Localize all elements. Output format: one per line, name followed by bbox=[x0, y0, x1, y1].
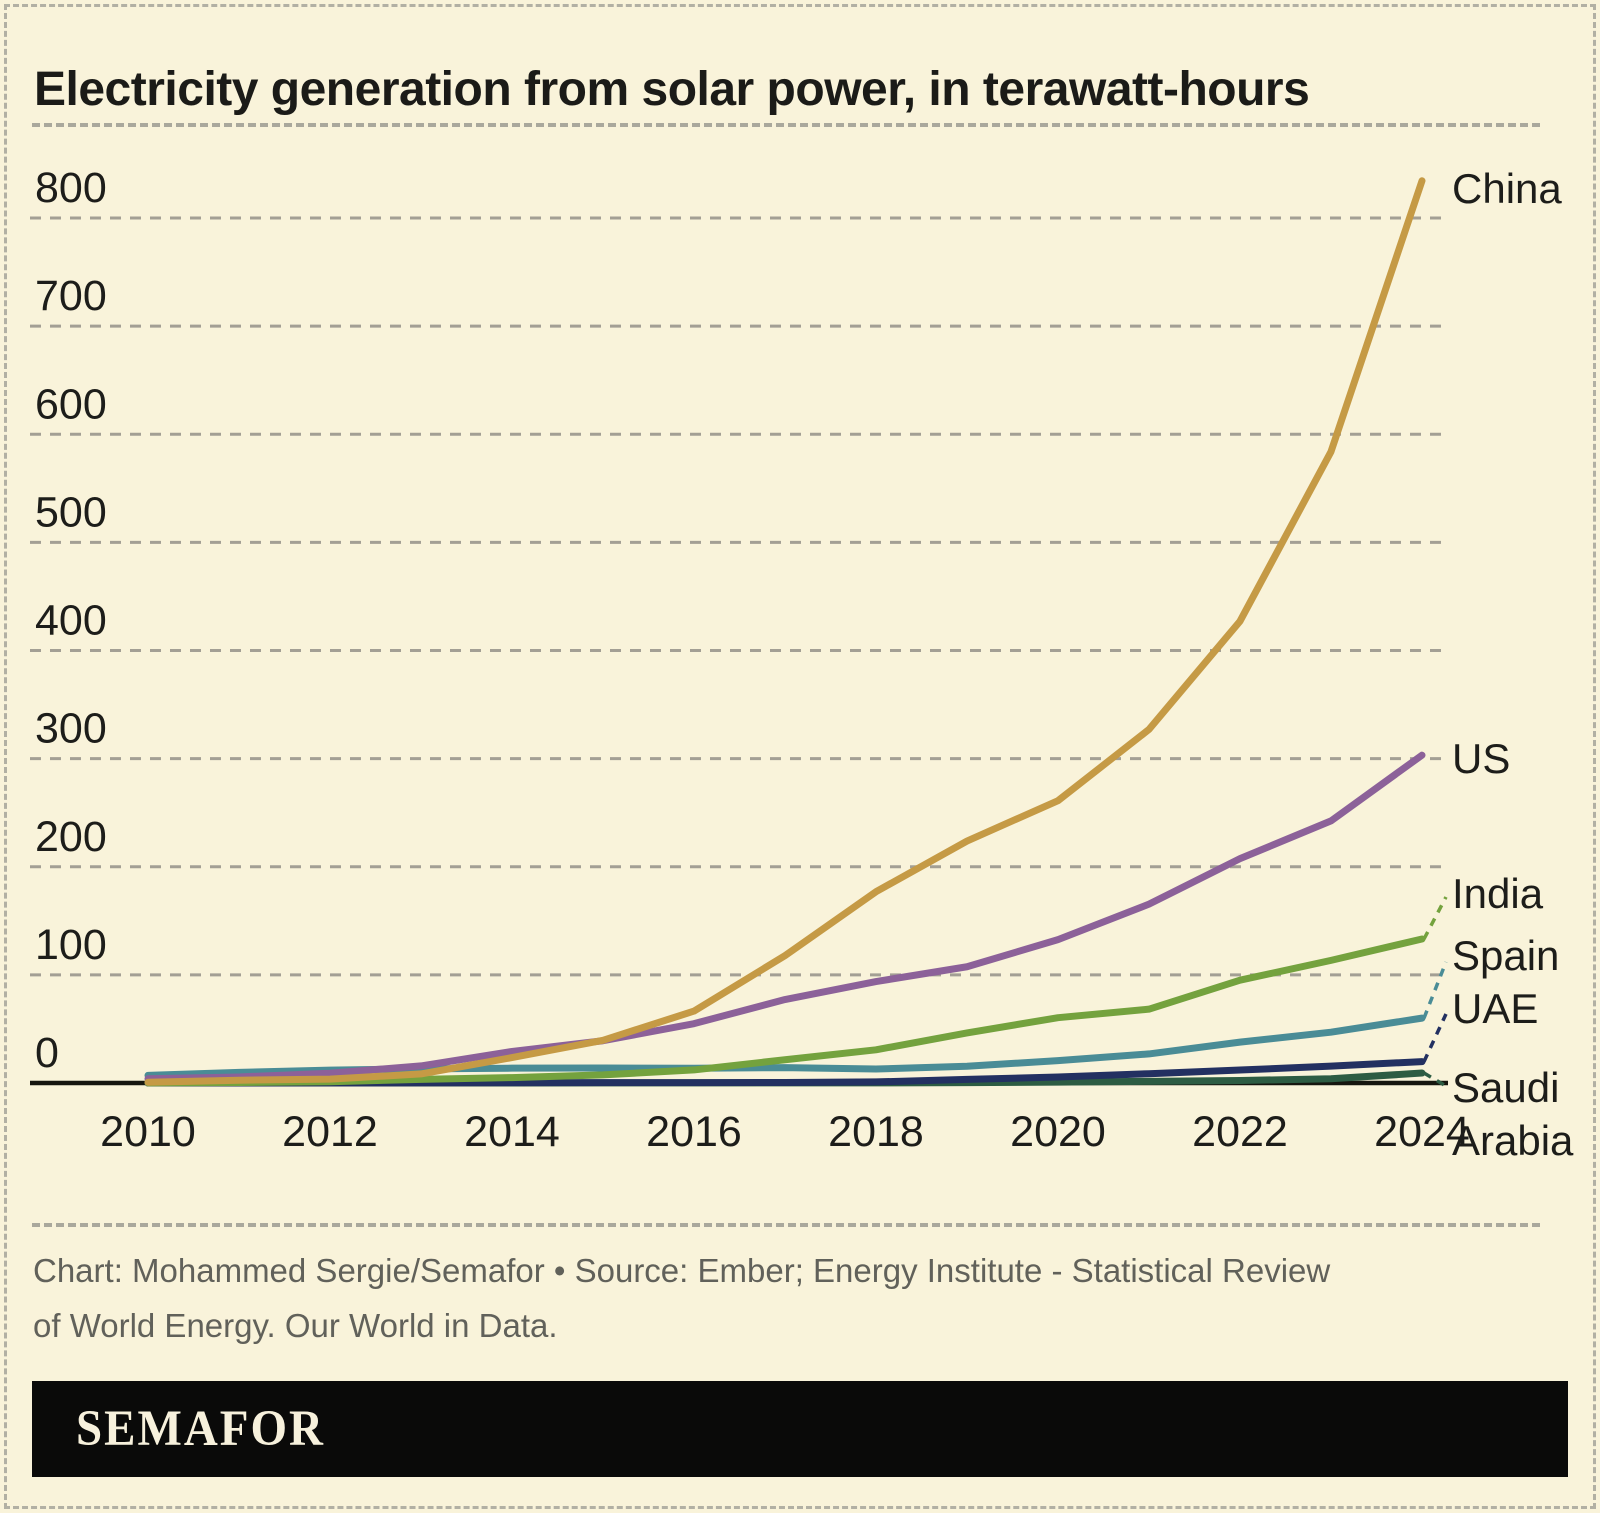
series-label-uae: UAE bbox=[1452, 985, 1538, 1032]
x-tick-label-2022: 2022 bbox=[1192, 1108, 1288, 1156]
series-label-saudi-arabia-line1: Saudi bbox=[1452, 1064, 1559, 1111]
semafor-brand-bar: SEMAFOR bbox=[32, 1381, 1568, 1477]
y-tick-label-700: 700 bbox=[35, 272, 107, 320]
x-tick-label-2020: 2020 bbox=[1010, 1108, 1106, 1156]
y-tick-label-600: 600 bbox=[35, 380, 107, 428]
series-line-us bbox=[144, 751, 1426, 1083]
x-tick-label-2014: 2014 bbox=[464, 1108, 560, 1156]
title-separator-rule bbox=[32, 123, 1540, 127]
semafor-wordmark: SEMAFOR bbox=[76, 1400, 325, 1458]
x-tick-label-2010: 2010 bbox=[100, 1108, 196, 1156]
x-tick-label-2016: 2016 bbox=[646, 1108, 742, 1156]
series-label-us: US bbox=[1452, 735, 1510, 782]
series-label-china: China bbox=[1452, 165, 1562, 212]
x-tick-label-2024: 2024 bbox=[1374, 1108, 1470, 1156]
caption-line-2: of World Energy. Our World in Data. bbox=[33, 1307, 558, 1344]
leader-line-saudi-arabia bbox=[1423, 1071, 1447, 1088]
leader-line-uae bbox=[1422, 1013, 1448, 1063]
series-line-spain bbox=[144, 1014, 1426, 1079]
series-line-china bbox=[144, 177, 1426, 1086]
series-line-india bbox=[144, 935, 1426, 1087]
leader-line-spain bbox=[1422, 961, 1448, 1019]
series-label-saudi-arabia-line2: Arabia bbox=[1452, 1117, 1574, 1164]
leader-line-india bbox=[1422, 896, 1448, 940]
x-tick-label-2012: 2012 bbox=[282, 1108, 378, 1156]
chart-caption: Chart: Mohammed Sergie/Semafor • Source:… bbox=[33, 1243, 1553, 1353]
caption-line-1: Chart: Mohammed Sergie/Semafor • Source:… bbox=[33, 1252, 1331, 1289]
x-tick-label-2018: 2018 bbox=[828, 1108, 924, 1156]
y-tick-label-800: 800 bbox=[35, 164, 107, 212]
y-tick-label-400: 400 bbox=[35, 597, 107, 645]
series-label-india: India bbox=[1452, 870, 1544, 917]
y-tick-label-100: 100 bbox=[35, 921, 107, 969]
y-tick-label-300: 300 bbox=[35, 705, 107, 753]
chart-title: Electricity generation from solar power,… bbox=[34, 63, 1310, 117]
y-tick-label-0: 0 bbox=[35, 1029, 59, 1077]
y-tick-label-200: 200 bbox=[35, 813, 107, 861]
series-label-spain: Spain bbox=[1452, 932, 1559, 979]
y-tick-label-500: 500 bbox=[35, 488, 107, 536]
footer-separator-rule bbox=[32, 1223, 1540, 1227]
